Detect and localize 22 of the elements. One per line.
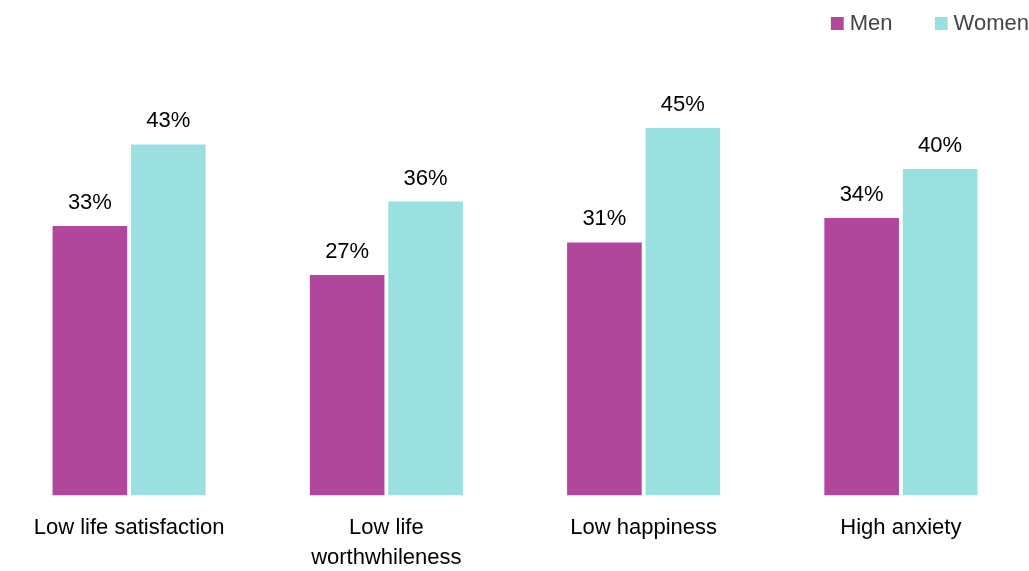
bar	[902, 168, 978, 496]
x-tick-label: Low happiness	[570, 513, 718, 539]
x-tick-label: High anxiety	[840, 513, 962, 539]
data-label: 34%	[839, 180, 884, 206]
bar	[388, 201, 463, 496]
bar	[824, 217, 899, 496]
bar	[52, 226, 128, 496]
data-label: 27%	[325, 238, 370, 264]
bar	[309, 275, 385, 496]
x-tick-label: Low life satisfaction	[33, 513, 225, 539]
bar	[131, 144, 206, 496]
data-label: 45%	[660, 91, 705, 117]
bar	[567, 242, 642, 496]
data-label: 40%	[918, 131, 963, 157]
data-label: 33%	[67, 189, 112, 215]
data-label: 36%	[403, 164, 448, 190]
x-tick-label: Low life worthwhileness	[310, 513, 462, 569]
legend-label: Women	[953, 10, 1029, 36]
data-label: 31%	[582, 205, 627, 231]
legend-label: Men	[849, 10, 893, 36]
bar	[645, 128, 721, 496]
data-label: 43%	[146, 107, 191, 133]
